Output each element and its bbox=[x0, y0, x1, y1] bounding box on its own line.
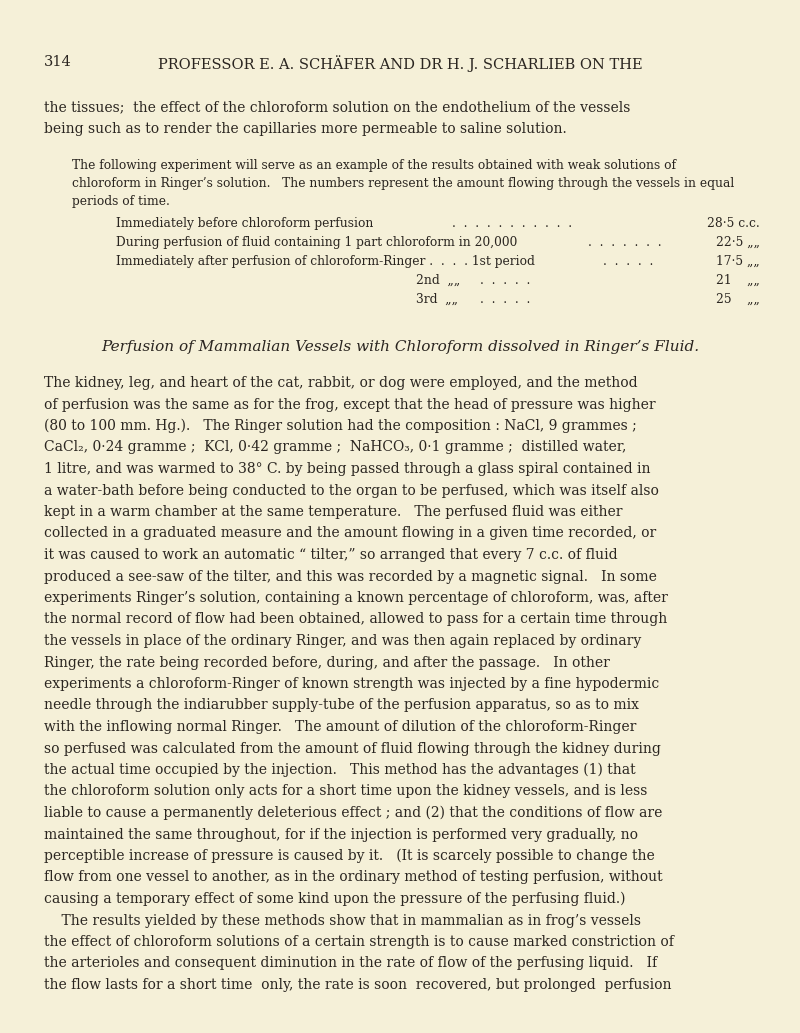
Text: CaCl₂, 0·24 gramme ;  KCl, 0·42 gramme ;  NaHCO₃, 0·1 gramme ;  distilled water,: CaCl₂, 0·24 gramme ; KCl, 0·42 gramme ; … bbox=[44, 440, 626, 455]
Text: maintained the same throughout, for if the injection is performed very gradually: maintained the same throughout, for if t… bbox=[44, 827, 638, 842]
Text: collected in a graduated measure and the amount flowing in a given time recorded: collected in a graduated measure and the… bbox=[44, 527, 656, 540]
Text: the tissues;  the effect of the chloroform solution on the endothelium of the ve: the tissues; the effect of the chlorofor… bbox=[44, 100, 630, 114]
Text: kept in a warm chamber at the same temperature.   The perfused fluid was either: kept in a warm chamber at the same tempe… bbox=[44, 505, 622, 519]
Text: 17·5 „„: 17·5 „„ bbox=[716, 255, 760, 268]
Text: The following experiment will serve as an example of the results obtained with w: The following experiment will serve as a… bbox=[72, 159, 676, 173]
Text: the vessels in place of the ordinary Ringer, and was then again replaced by ordi: the vessels in place of the ordinary Rin… bbox=[44, 634, 642, 648]
Text: .  .  .  .  .: . . . . . bbox=[480, 293, 530, 306]
Text: 25    „„: 25 „„ bbox=[716, 293, 760, 306]
Text: the chloroform solution only acts for a short time upon the kidney vessels, and : the chloroform solution only acts for a … bbox=[44, 784, 647, 799]
Text: the normal record of flow had been obtained, allowed to pass for a certain time : the normal record of flow had been obtai… bbox=[44, 613, 667, 626]
Text: it was caused to work an automatic “ tilter,” so arranged that every 7 c.c. of f: it was caused to work an automatic “ til… bbox=[44, 547, 618, 562]
Text: The results yielded by these methods show that in mammalian as in frog’s vessels: The results yielded by these methods sho… bbox=[44, 913, 641, 928]
Text: with the inflowing normal Ringer.   The amount of dilution of the chloroform-Rin: with the inflowing normal Ringer. The am… bbox=[44, 720, 636, 734]
Text: .  .  .  .  .  .  .  .  .  .  .: . . . . . . . . . . . bbox=[452, 217, 572, 230]
Text: causing a temporary effect of some kind upon the pressure of the perfusing fluid: causing a temporary effect of some kind … bbox=[44, 893, 626, 906]
Text: experiments a chloroform-Ringer of known strength was injected by a fine hypoder: experiments a chloroform-Ringer of known… bbox=[44, 677, 659, 691]
Text: a water-bath before being conducted to the organ to be perfused, which was itsel: a water-bath before being conducted to t… bbox=[44, 483, 659, 498]
Text: 28·5 c.c.: 28·5 c.c. bbox=[707, 217, 760, 230]
Text: During perfusion of fluid containing 1 part chloroform in 20,000: During perfusion of fluid containing 1 p… bbox=[116, 236, 518, 249]
Text: the actual time occupied by the injection.   This method has the advantages (1) : the actual time occupied by the injectio… bbox=[44, 763, 636, 778]
Text: 314: 314 bbox=[44, 55, 72, 69]
Text: the effect of chloroform solutions of a certain strength is to cause marked cons: the effect of chloroform solutions of a … bbox=[44, 935, 674, 949]
Text: Perfusion of Mammalian Vessels with Chloroform dissolved in Ringer’s Fluid.: Perfusion of Mammalian Vessels with Chlo… bbox=[101, 340, 699, 354]
Text: 22·5 „„: 22·5 „„ bbox=[716, 236, 760, 249]
Text: .  .  .  .  .  .  .: . . . . . . . bbox=[588, 236, 662, 249]
Text: so perfused was calculated from the amount of fluid flowing through the kidney d: so perfused was calculated from the amou… bbox=[44, 742, 661, 755]
Text: periods of time.: periods of time. bbox=[72, 195, 170, 208]
Text: PROFESSOR E. A. SCHÄFER AND DR H. J. SCHARLIEB ON THE: PROFESSOR E. A. SCHÄFER AND DR H. J. SCH… bbox=[158, 55, 642, 72]
Text: Immediately before chloroform perfusion: Immediately before chloroform perfusion bbox=[116, 217, 374, 230]
Text: Ringer, the rate being recorded before, during, and after the passage.   In othe: Ringer, the rate being recorded before, … bbox=[44, 656, 610, 669]
Text: Immediately after perfusion of chloroform-Ringer .  .  .  . 1st period: Immediately after perfusion of chlorofor… bbox=[116, 255, 535, 268]
Text: 21    „„: 21 „„ bbox=[716, 274, 760, 287]
Text: (80 to 100 mm. Hg.).   The Ringer solution had the composition : NaCl, 9 grammes: (80 to 100 mm. Hg.). The Ringer solution… bbox=[44, 419, 637, 434]
Text: liable to cause a permanently deleterious effect ; and (2) that the conditions o: liable to cause a permanently deleteriou… bbox=[44, 806, 662, 820]
Text: of perfusion was the same as for the frog, except that the head of pressure was : of perfusion was the same as for the fro… bbox=[44, 398, 656, 411]
Text: experiments Ringer’s solution, containing a known percentage of chloroform, was,: experiments Ringer’s solution, containin… bbox=[44, 591, 668, 605]
Text: .  .  .  .  .: . . . . . bbox=[603, 255, 654, 268]
Text: 2nd  „„: 2nd „„ bbox=[416, 274, 460, 287]
Text: The kidney, leg, and heart of the cat, rabbit, or dog were employed, and the met: The kidney, leg, and heart of the cat, r… bbox=[44, 376, 638, 390]
Text: the flow lasts for a short time  only, the rate is soon  recovered, but prolonge: the flow lasts for a short time only, th… bbox=[44, 978, 671, 992]
Text: produced a see-saw of the tilter, and this was recorded by a magnetic signal.   : produced a see-saw of the tilter, and th… bbox=[44, 569, 657, 584]
Text: 3rd  „„: 3rd „„ bbox=[416, 293, 458, 306]
Text: perceptible increase of pressure is caused by it.   (It is scarcely possible to : perceptible increase of pressure is caus… bbox=[44, 849, 654, 864]
Text: flow from one vessel to another, as in the ordinary method of testing perfusion,: flow from one vessel to another, as in t… bbox=[44, 871, 662, 884]
Text: .  .  .  .  .: . . . . . bbox=[480, 274, 530, 287]
Text: 1 litre, and was warmed to 38° C. by being passed through a glass spiral contain: 1 litre, and was warmed to 38° C. by bei… bbox=[44, 462, 650, 476]
Text: the arterioles and consequent diminution in the rate of flow of the perfusing li: the arterioles and consequent diminution… bbox=[44, 957, 657, 970]
Text: being such as to render the capillaries more permeable to saline solution.: being such as to render the capillaries … bbox=[44, 122, 566, 135]
Text: needle through the indiarubber supply-tube of the perfusion apparatus, so as to : needle through the indiarubber supply-tu… bbox=[44, 698, 639, 713]
Text: chloroform in Ringer’s solution.   The numbers represent the amount flowing thro: chloroform in Ringer’s solution. The num… bbox=[72, 177, 734, 190]
